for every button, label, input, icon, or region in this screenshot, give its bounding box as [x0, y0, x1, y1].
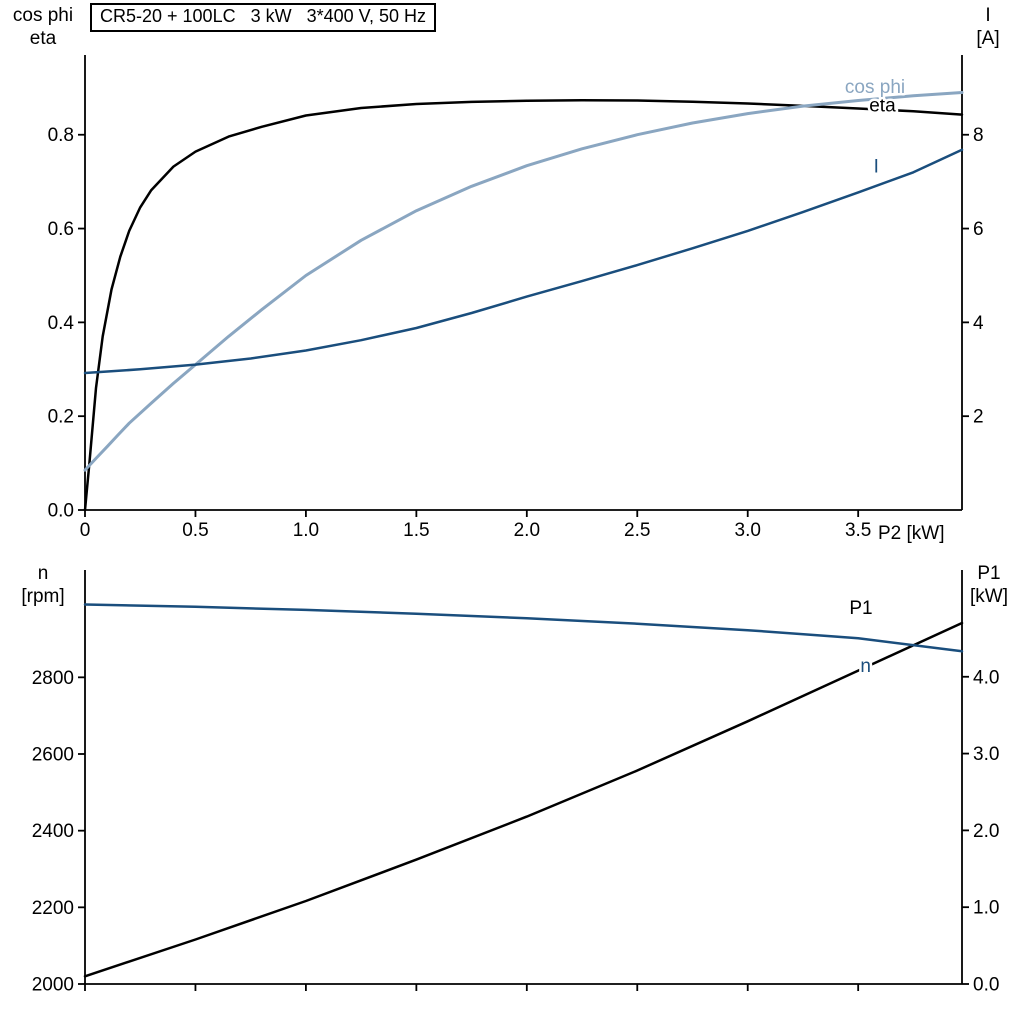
x-tick-label: 1.5: [403, 520, 429, 541]
series-label-I: I: [874, 156, 879, 177]
right-tick-label: 6: [973, 219, 984, 240]
x-tick-label: 3.5: [845, 520, 871, 541]
left-axis-title-line1: cos phi: [12, 5, 74, 26]
x-tick-label: 2.5: [624, 520, 650, 541]
left-tick-label: 2400: [32, 821, 74, 842]
bottom-chart: 2000 2200 2400 2600 2800 0.0 1.0 2.0 3.0 4.0 P1 n: [32, 570, 999, 996]
bottom-chart-left-axis-title: n [rpm]: [2, 562, 84, 608]
right-tick-label: 2.0: [973, 821, 999, 842]
series-label-eta: eta: [869, 95, 896, 116]
right-axis-title-line2: [kW]: [970, 586, 1008, 607]
left-tick-label: 2800: [32, 668, 74, 689]
left-tick-label: 2200: [32, 898, 74, 919]
left-tick-label: 2000: [32, 975, 74, 996]
series-eta: [83, 99, 964, 512]
left-tick-label: 0.0: [48, 501, 74, 522]
series-label-cos-phi: cos phi: [845, 77, 905, 98]
top-chart-right-axis-title: I [A]: [958, 4, 1018, 50]
right-tick-label: 1.0: [973, 898, 999, 919]
series-label-P1: P1: [849, 598, 872, 619]
left-tick-label: 0.6: [48, 219, 74, 240]
x-axis-title: P2 [kW]: [878, 523, 945, 544]
left-tick-label: 0.2: [48, 407, 74, 428]
right-tick-label: 0.0: [973, 975, 999, 996]
x-tick-label: 0.5: [182, 520, 208, 541]
right-tick-label: 2: [973, 407, 984, 428]
x-tick-label: 2.0: [514, 520, 540, 541]
x-tick-label: 1.0: [293, 520, 319, 541]
bottom-chart-right-axis-title: P1 [kW]: [958, 562, 1020, 608]
right-tick-label: 4.0: [973, 667, 999, 688]
top-chart-left-axis-title: cos phi eta: [2, 4, 84, 50]
left-axis-title-line2: eta: [29, 28, 57, 49]
right-tick-label: 4: [973, 313, 984, 334]
right-axis-title-line1: I: [985, 5, 991, 26]
x-tick-label: 0: [80, 520, 91, 541]
series-P1: [83, 621, 964, 978]
chart-title: CR5-20 + 100LC 3 kW 3*400 V, 50 Hz: [90, 3, 437, 32]
top-chart: 0 0.5 1.0 1.5 2.0 2.5 3.0 3.5 0.0 0.2 0.4 0.6 0.8 2 4 6…: [48, 55, 984, 541]
right-tick-label: 3.0: [973, 744, 999, 765]
right-axis-title-line2: [A]: [976, 28, 1000, 49]
left-tick-label: 0.8: [48, 125, 74, 146]
series-cos-phi: [83, 91, 964, 472]
right-axis-title-line1: P1: [977, 563, 1001, 584]
left-tick-label: 0.4: [48, 313, 75, 334]
series-I: [83, 148, 964, 375]
left-axis-title-line1: n: [37, 563, 49, 584]
left-tick-label: 2600: [32, 745, 74, 766]
right-tick-label: 8: [973, 125, 984, 146]
x-tick-label: 3.0: [735, 520, 761, 541]
series-n: [83, 603, 964, 653]
left-axis-title-line2: [rpm]: [21, 586, 65, 607]
series-label-n: n: [860, 656, 871, 677]
